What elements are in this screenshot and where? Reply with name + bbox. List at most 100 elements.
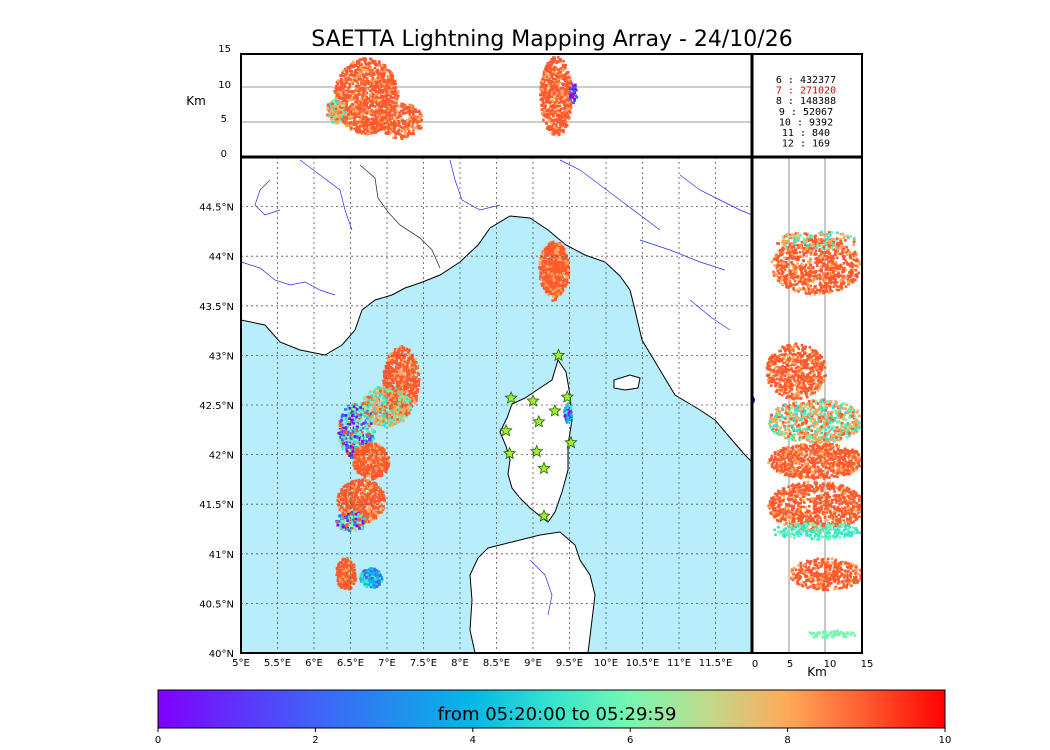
altitude-tick: 10: [218, 80, 231, 91]
lon-tick-label: 9.5°E: [556, 658, 583, 669]
side-tick: 5: [787, 659, 793, 670]
station-star-icon: [532, 414, 546, 428]
side-cell-c: [767, 442, 862, 481]
station-count-row: 9 : 52067: [779, 107, 833, 118]
colorbar-tick-label: 0: [155, 735, 161, 746]
side-cell-south: [790, 557, 862, 592]
lon-tick-label: 5°E: [232, 658, 250, 669]
lon-tick-label: 7°E: [378, 658, 396, 669]
station-count-row: 11 : 840: [782, 128, 830, 139]
lon-tick-label: 6.5°E: [337, 658, 364, 669]
side-cell-north: [770, 237, 862, 296]
lat-tick-label: 41°N: [209, 550, 234, 561]
station-star-icon: [537, 461, 551, 475]
colorbar-tick-label: 10: [939, 735, 952, 746]
longitude-tick-labels: 5°E 5.5°E 6°E 6.5°E 7°E 7.5°E 8°E 8.5°E 9°E 9.5°E…: [232, 658, 732, 669]
side-cell-d: [767, 480, 862, 533]
rivers: [241, 159, 752, 616]
figure-title: SAETTA Lightning Mapping Array - 24/10/2…: [311, 27, 792, 52]
side-tick: 10: [824, 659, 837, 670]
altitude-cell-west: [333, 57, 400, 136]
lat-tick-label: 40°N: [209, 649, 234, 660]
map-grid: [241, 157, 752, 653]
lightning-sources-map: [335, 240, 573, 591]
lat-tick-label: 42°N: [209, 451, 234, 462]
side-tick: 0: [752, 659, 758, 670]
lat-tick-label: 43.5°N: [199, 302, 234, 313]
colorbar-tick-label: 6: [627, 735, 633, 746]
station-count-row: 8 : 148388: [776, 96, 836, 107]
station-count-row: 7 : 271020: [776, 86, 836, 97]
lon-tick-label: 6°E: [305, 658, 323, 669]
lon-tick-label: 8.5°E: [483, 658, 510, 669]
side-xlabel: Km: [807, 665, 827, 679]
storm-cell-west-d: [352, 442, 391, 481]
station-count-row: 10 : 9392: [779, 117, 833, 128]
station-star-icon: [564, 435, 578, 449]
colorbar: from 05:20:00 to 05:29:59 0 2 4 6 8 10: [155, 689, 952, 746]
station-star-icon: [551, 348, 566, 362]
lon-tick-label: 9°E: [524, 658, 542, 669]
colorbar-tick-label: 4: [470, 735, 476, 746]
colorbar-label: from 05:20:00 to 05:29:59: [438, 704, 677, 725]
latitude-tick-labels: 44.5°N 44°N 43.5°N 43°N 42.5°N 42°N 41.5°N 41°N…: [199, 203, 234, 660]
map-panel: [241, 157, 752, 653]
station-star-icon: [502, 446, 517, 460]
station-star-icon: [537, 509, 551, 522]
lma-stations: [499, 348, 578, 522]
lat-tick-label: 44.5°N: [199, 203, 234, 214]
sea-area: [241, 215, 752, 653]
altitude-cell-west-tail: [378, 102, 423, 141]
station-star-icon: [526, 393, 540, 407]
altitude-panel: [240, 53, 753, 158]
lat-tick-label: 42.5°N: [199, 401, 234, 412]
storm-cell-west-b: [360, 385, 412, 428]
altitude-cell-west-edge: [326, 99, 348, 125]
lightning-sources-altitude: [326, 56, 579, 141]
lon-tick-label: 7.5°E: [410, 658, 437, 669]
altitude-ylabel: Km: [186, 94, 206, 108]
station-star-icon: [548, 403, 562, 417]
lon-tick-label: 8°E: [451, 658, 469, 669]
altitude-cell-east: [539, 56, 574, 137]
lat-tick-label: 40.5°N: [199, 599, 234, 610]
lon-tick-label: 11°E: [667, 658, 691, 669]
side-cell-north-top: [775, 230, 856, 252]
colorbar-ticks: 0 2 4 6 8 10: [155, 728, 952, 746]
station-star-icon: [504, 391, 518, 404]
corsica-island: [499, 358, 573, 523]
station-star-icon: [499, 423, 513, 437]
lon-tick-label: 5.5°E: [264, 658, 291, 669]
altitude-cell-east-edge: [568, 82, 579, 105]
lon-tick-label: 11.5°E: [699, 658, 733, 669]
side-cell-b: [768, 398, 862, 445]
lat-tick-label: 44°N: [209, 252, 234, 263]
station-star-icon: [560, 390, 574, 403]
country-border: [359, 164, 441, 269]
side-cell-a: [765, 342, 827, 401]
stats-panel: 6 : 432377 7 : 271020 8 : 148388 9 : 520…: [751, 53, 863, 158]
station-count-list: 6 : 432377 7 : 271020 8 : 148388 9 : 520…: [776, 75, 836, 150]
colorbar-tick-label: 8: [784, 735, 790, 746]
lon-tick-label: 10.5°E: [626, 658, 660, 669]
station-star-icon: [529, 444, 544, 458]
lat-tick-label: 41.5°N: [199, 500, 234, 511]
altitude-tick: 5: [221, 114, 227, 125]
side-tick: 15: [861, 659, 874, 670]
station-count-row: 12 : 169: [782, 139, 830, 150]
colorbar-gradient: [157, 689, 946, 729]
lon-tick-label: 10°E: [594, 658, 618, 669]
side-cell-low: [808, 629, 857, 640]
storm-cell-ligurian-core: [548, 270, 560, 302]
elba-island: [613, 374, 641, 391]
lightning-sources-side: [765, 230, 862, 640]
sardinia-island: [469, 531, 596, 653]
storm-cell-west-f: [335, 510, 367, 532]
altitude-tick: 15: [218, 44, 231, 55]
latitude-altitude-panel: [751, 156, 863, 654]
storm-cell-west-c: [337, 402, 376, 461]
side-cell-d-base: [773, 522, 862, 541]
altitude-tick: 0: [221, 149, 227, 160]
station-count-row: 6 : 432377: [776, 75, 836, 86]
